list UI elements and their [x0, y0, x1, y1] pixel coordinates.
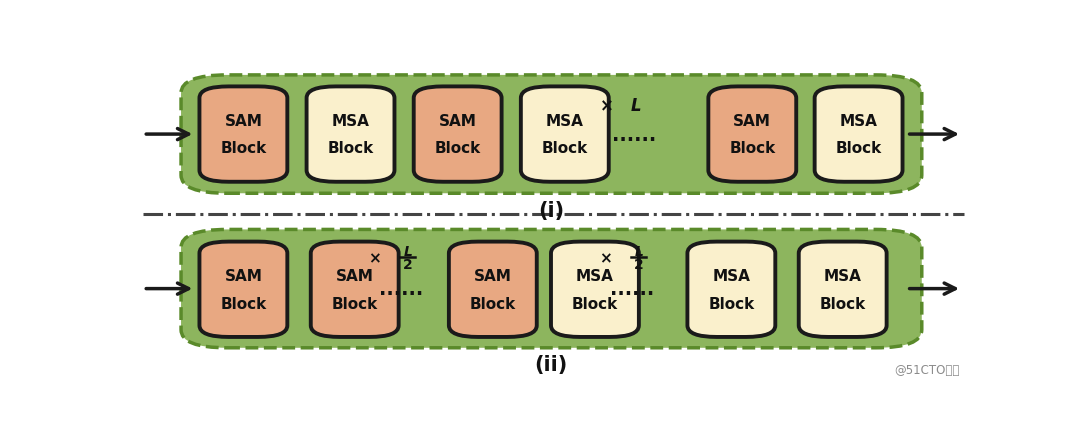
FancyBboxPatch shape: [551, 242, 639, 337]
Text: SAM: SAM: [225, 268, 262, 283]
Text: SAM: SAM: [438, 113, 476, 129]
Text: SAM: SAM: [733, 113, 771, 129]
FancyBboxPatch shape: [200, 242, 287, 337]
FancyBboxPatch shape: [414, 87, 501, 182]
Text: Block: Block: [434, 141, 481, 156]
Text: ×: ×: [368, 250, 381, 265]
Text: Block: Block: [836, 141, 881, 156]
FancyBboxPatch shape: [449, 242, 537, 337]
Text: Block: Block: [708, 296, 755, 311]
Text: MSA: MSA: [545, 113, 583, 129]
FancyBboxPatch shape: [181, 76, 922, 194]
FancyBboxPatch shape: [799, 242, 887, 337]
Text: MSA: MSA: [576, 268, 613, 283]
Text: ×: ×: [599, 250, 611, 265]
FancyBboxPatch shape: [688, 242, 775, 337]
Text: ......: ......: [611, 125, 656, 144]
Text: ......: ......: [610, 279, 654, 298]
Text: MSA: MSA: [713, 268, 751, 283]
Text: Block: Block: [220, 296, 267, 311]
Text: L: L: [404, 244, 413, 258]
Text: Block: Block: [542, 141, 588, 156]
Text: L: L: [631, 97, 640, 115]
Text: L: L: [634, 244, 644, 258]
Text: SAM: SAM: [336, 268, 374, 283]
Text: Block: Block: [220, 141, 267, 156]
Text: 2: 2: [634, 257, 644, 271]
Text: SAM: SAM: [474, 268, 512, 283]
Text: SAM: SAM: [225, 113, 262, 129]
Text: 2: 2: [403, 257, 413, 271]
Text: (i): (i): [538, 200, 564, 220]
FancyBboxPatch shape: [200, 87, 287, 182]
FancyBboxPatch shape: [708, 87, 796, 182]
FancyBboxPatch shape: [814, 87, 903, 182]
Text: Block: Block: [332, 296, 378, 311]
FancyBboxPatch shape: [521, 87, 609, 182]
Text: ×: ×: [600, 97, 620, 115]
Text: Block: Block: [571, 296, 618, 311]
FancyBboxPatch shape: [311, 242, 399, 337]
Text: Block: Block: [470, 296, 516, 311]
Text: ......: ......: [379, 279, 423, 298]
Text: Block: Block: [820, 296, 866, 311]
Text: Block: Block: [327, 141, 374, 156]
FancyBboxPatch shape: [181, 230, 922, 348]
FancyBboxPatch shape: [307, 87, 394, 182]
Text: MSA: MSA: [332, 113, 369, 129]
Text: MSA: MSA: [839, 113, 878, 129]
Text: @51CTO博客: @51CTO博客: [894, 363, 959, 376]
Text: MSA: MSA: [824, 268, 862, 283]
Text: Block: Block: [729, 141, 775, 156]
Text: (ii): (ii): [535, 354, 568, 374]
